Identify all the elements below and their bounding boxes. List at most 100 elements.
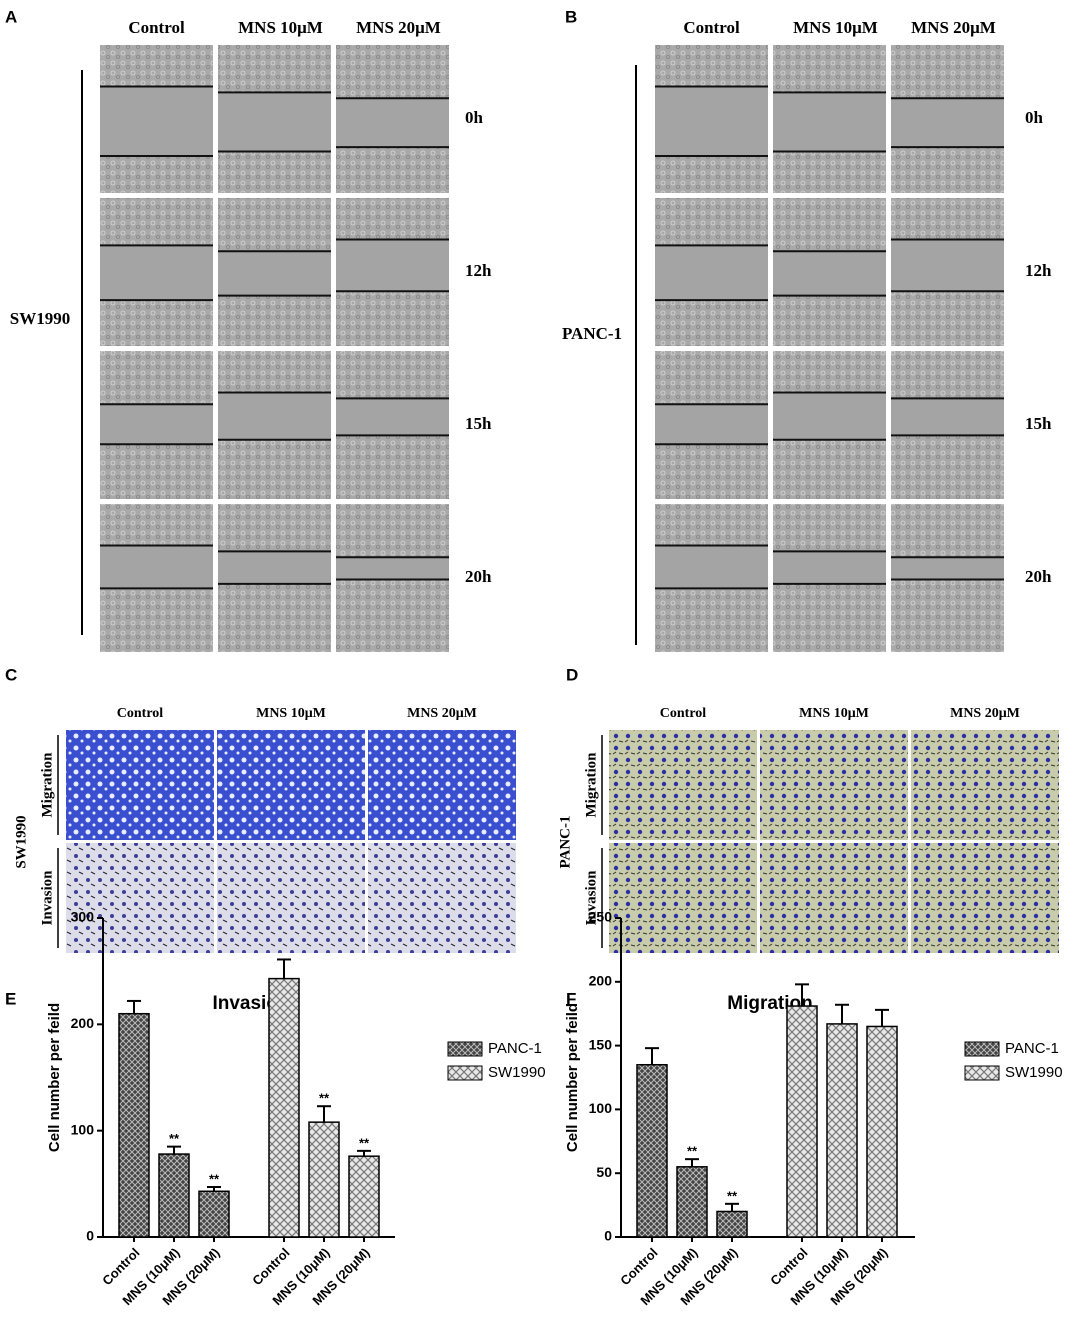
scratch-gap	[655, 545, 768, 589]
column-label: MNS 10μM	[256, 706, 326, 721]
time-label: 0h	[465, 108, 484, 127]
micrograph	[217, 730, 365, 840]
panel-label: C	[5, 665, 17, 684]
panel-label: F	[566, 989, 576, 1008]
micrograph	[760, 843, 908, 953]
y-tick-label: 300	[71, 909, 95, 925]
bar	[636, 1063, 668, 1238]
scratch-gap	[891, 398, 1004, 436]
y-axis-label: Cell number per feild	[564, 1003, 581, 1152]
y-tick-label: 100	[71, 1121, 95, 1137]
legend-swatch	[447, 1041, 483, 1057]
significance: **	[687, 1144, 698, 1159]
scratch-gap	[773, 551, 886, 584]
scratch-gap	[773, 92, 886, 152]
legend-swatch	[447, 1065, 483, 1081]
scratch-gap	[891, 557, 1004, 580]
micrograph	[911, 730, 1059, 840]
significance: **	[209, 1171, 220, 1186]
bar	[348, 1155, 380, 1238]
micrograph	[368, 730, 516, 840]
row-label: Invasion	[583, 870, 599, 926]
time-label: 20h	[465, 567, 492, 586]
significance: **	[727, 1188, 738, 1203]
column-label: Control	[660, 706, 707, 721]
column-label: MNS 10μM	[238, 18, 323, 37]
scratch-gap	[655, 245, 768, 301]
legend-label: SW1990	[1005, 1064, 1063, 1081]
scratch-gap	[336, 239, 449, 292]
column-label: Control	[128, 18, 185, 37]
cell-line-label: PANC-1	[557, 815, 573, 868]
scratch-gap	[891, 98, 1004, 148]
bar	[198, 1190, 230, 1238]
y-tick-label: 0	[604, 1228, 612, 1244]
micrograph	[609, 843, 757, 953]
time-label: 15h	[465, 414, 492, 433]
scratch-gap	[655, 404, 768, 445]
scratch-gap	[218, 392, 331, 440]
bar	[786, 1005, 818, 1238]
scratch-gap	[773, 392, 886, 440]
time-label: 12h	[465, 261, 492, 280]
micrograph	[911, 843, 1059, 953]
bar	[118, 1012, 150, 1238]
significance: **	[359, 1135, 370, 1150]
bar	[268, 977, 300, 1238]
significance: **	[169, 1131, 180, 1146]
bar	[716, 1210, 748, 1238]
micrograph	[66, 730, 214, 840]
column-label: Control	[117, 706, 164, 721]
time-label: 15h	[1025, 414, 1052, 433]
column-label: MNS 20μM	[407, 706, 477, 721]
cell-line-label: PANC-1	[562, 324, 622, 343]
bar	[308, 1121, 340, 1238]
bar	[158, 1153, 190, 1238]
y-tick-label: 50	[596, 1164, 612, 1180]
scratch-gap	[655, 86, 768, 156]
y-tick-label: 250	[589, 909, 613, 925]
row-label: Migration	[39, 752, 55, 818]
time-label: 20h	[1025, 567, 1052, 586]
cell-line-label: SW1990	[10, 309, 70, 328]
scratch-gap	[891, 239, 1004, 292]
micrograph	[760, 730, 908, 840]
significance: **	[319, 1091, 330, 1106]
micrograph	[217, 843, 365, 953]
panel-label: A	[5, 7, 17, 26]
legend-label: SW1990	[488, 1064, 546, 1081]
time-label: 12h	[1025, 261, 1052, 280]
panel-label: B	[565, 7, 577, 26]
scratch-gap	[336, 557, 449, 580]
scratch-gap	[100, 245, 213, 301]
micrograph	[609, 730, 757, 840]
row-label: Migration	[583, 752, 599, 818]
y-tick-label: 200	[71, 1015, 95, 1031]
y-tick-label: 150	[589, 1036, 613, 1052]
column-label: MNS 20μM	[356, 18, 441, 37]
cell-line-label: SW1990	[13, 815, 29, 868]
time-label: 0h	[1025, 108, 1044, 127]
column-label: MNS 20μM	[911, 18, 996, 37]
bar	[826, 1023, 858, 1238]
scratch-gap	[100, 404, 213, 445]
micrograph	[368, 843, 516, 953]
scratch-gap	[100, 86, 213, 156]
panel-label: E	[5, 989, 16, 1008]
legend-label: PANC-1	[488, 1040, 542, 1057]
scratch-gap	[218, 92, 331, 152]
bar	[676, 1166, 708, 1238]
y-axis-label: Cell number per feild	[46, 1003, 63, 1152]
bar	[866, 1025, 898, 1238]
scratch-gap	[218, 551, 331, 584]
legend-label: PANC-1	[1005, 1040, 1059, 1057]
scratch-gap	[218, 251, 331, 296]
row-label: Invasion	[39, 870, 55, 926]
scratch-gap	[336, 398, 449, 436]
y-tick-label: 200	[589, 973, 613, 989]
column-label: Control	[683, 18, 740, 37]
legend-swatch	[964, 1065, 1000, 1081]
scratch-gap	[336, 98, 449, 148]
column-label: MNS 10μM	[793, 18, 878, 37]
